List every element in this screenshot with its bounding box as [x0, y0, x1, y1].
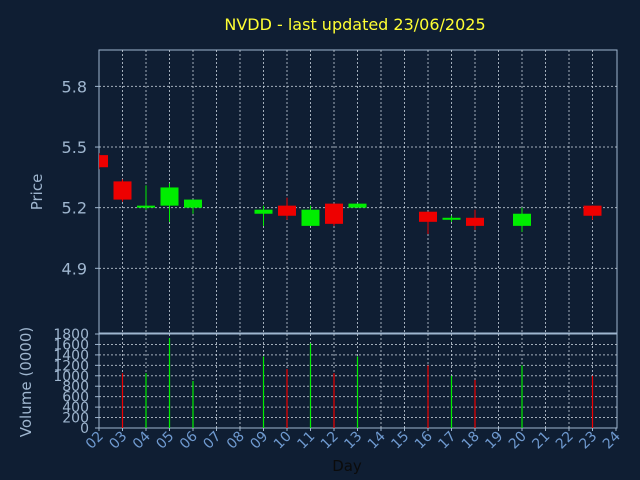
- x-tick-label: 04: [130, 428, 154, 452]
- x-tick-label: 14: [365, 428, 389, 452]
- volume-tick-label: 1800: [53, 327, 89, 343]
- x-tick-label: 12: [318, 429, 342, 453]
- candle-body: [278, 205, 296, 216]
- candle-body: [466, 217, 484, 226]
- x-tick-label: 18: [459, 429, 483, 453]
- candle-body: [160, 187, 179, 206]
- x-tick-label: 03: [106, 429, 130, 453]
- x-tick-label: 23: [576, 429, 600, 453]
- volume-tick-label: 1400: [53, 348, 89, 364]
- volume-tick-label: 1200: [53, 358, 89, 374]
- candle-body: [99, 155, 108, 168]
- volume-tick-label: 400: [62, 400, 89, 416]
- candle-body: [348, 203, 367, 208]
- chart-title: NVDD - last updated 23/06/2025: [224, 15, 485, 34]
- price-y-ticks: 4.9 5.2 5.5 5.8: [62, 77, 99, 278]
- price-panel: 4.9 5.2 5.5 5.8: [62, 49, 618, 334]
- volume-tick-label: 800: [62, 379, 89, 395]
- x-tick-label: 16: [412, 428, 436, 452]
- volume-tick-label: 1000: [53, 369, 89, 385]
- x-tick-label: 06: [177, 428, 201, 452]
- volume-tick-label: 200: [62, 411, 89, 427]
- price-tick-label: 5.8: [62, 77, 87, 96]
- candle-body: [513, 213, 531, 226]
- x-tick-label: 09: [247, 429, 271, 453]
- candle-body: [184, 199, 202, 208]
- x-tick-label: 08: [224, 429, 248, 453]
- x-tick-label: 19: [482, 429, 506, 453]
- x-tick-label: 10: [271, 429, 295, 453]
- candle-body: [325, 203, 343, 224]
- x-tick-label: 24: [600, 428, 624, 452]
- x-tick-label: 21: [529, 429, 553, 453]
- x-tick-label: 05: [153, 429, 177, 453]
- candle-body: [442, 217, 461, 220]
- x-tick-label: 15: [388, 429, 412, 453]
- price-axis-label: Price: [28, 174, 46, 211]
- volume-tick-label: 600: [62, 390, 89, 406]
- volume-bars: [121, 338, 594, 428]
- price-tick-label: 4.9: [62, 259, 87, 278]
- volume-tick-label: 1600: [53, 337, 89, 353]
- volume-axis-label: Volume (0000): [17, 327, 35, 437]
- candle-body: [301, 209, 320, 226]
- price-tick-label: 5.2: [62, 199, 87, 218]
- x-axis-ticks: 02 03 04 05 06 07 08 09 10 11 12 13 14 15 16 17 18 19 20 21…: [83, 428, 624, 452]
- volume-tick-label: 0: [80, 421, 89, 437]
- candles: [99, 153, 602, 234]
- x-tick-label: 11: [294, 429, 318, 453]
- candle-body: [419, 211, 437, 222]
- x-tick-label: 20: [506, 429, 530, 453]
- candle-body: [113, 181, 132, 200]
- x-tick-label: 22: [553, 429, 577, 453]
- x-tick-label: 07: [200, 429, 224, 453]
- x-axis-label: Day: [332, 457, 362, 475]
- x-tick-label: 17: [435, 429, 459, 453]
- candle-body: [583, 205, 602, 216]
- candle-body: [137, 205, 155, 208]
- candle-body: [254, 209, 273, 214]
- price-tick-label: 5.5: [62, 138, 87, 157]
- x-tick-label: 13: [341, 429, 365, 453]
